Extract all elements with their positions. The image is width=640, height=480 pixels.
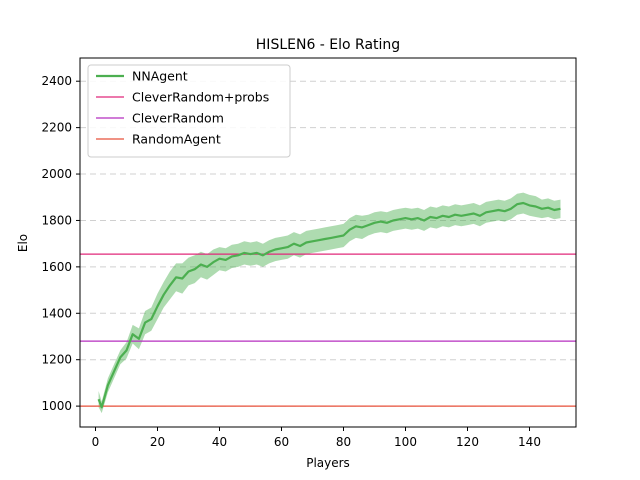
legend-label-cleverrandom: CleverRandom: [132, 111, 224, 126]
x-tick-label: 140: [518, 435, 541, 449]
y-tick-label: 1000: [41, 399, 72, 413]
y-tick-label: 2000: [41, 167, 72, 181]
legend-label-cleverrandom-probs: CleverRandom+probs: [132, 90, 269, 105]
line-nnagent: [97, 201, 561, 409]
x-tick-label: 0: [92, 435, 100, 449]
y-axis-label: Elo: [16, 234, 30, 252]
y-tick-label: 1200: [41, 353, 72, 367]
legend-label-randomagent: RandomAgent: [132, 132, 221, 147]
y-tick-label: 1800: [41, 213, 72, 227]
legend: NNAgent CleverRandom+probs CleverRandom Ran…: [87, 64, 291, 158]
y-axis-ticks: 1000 1200 1400 1600 1800 2000 2200 2400: [41, 74, 80, 413]
band-nnagent: [98, 192, 561, 414]
y-tick-label: 2400: [41, 74, 72, 88]
series-lines: [97, 201, 561, 409]
x-tick-label: 20: [150, 435, 165, 449]
legend-label-nnagent: NNAgent: [132, 69, 188, 84]
x-tick-label: 100: [394, 435, 417, 449]
y-tick-label: 1400: [41, 306, 72, 320]
y-tick-label: 2200: [41, 121, 72, 135]
legend-box: [87, 64, 291, 158]
y-tick-label: 1600: [41, 260, 72, 274]
baseline-lines: [80, 253, 576, 407]
x-tick-label: 40: [212, 435, 227, 449]
confidence-bands: [98, 192, 561, 414]
x-tick-label: 60: [274, 435, 289, 449]
x-tick-label: 80: [336, 435, 351, 449]
chart-title: HISLEN6 - Elo Rating: [256, 37, 400, 53]
x-tick-label: 120: [456, 435, 479, 449]
plot-frame: [79, 57, 577, 428]
x-axis-label: Players: [306, 456, 350, 470]
x-axis-ticks: 0 20 40 60 80 100 120 140: [92, 427, 541, 449]
